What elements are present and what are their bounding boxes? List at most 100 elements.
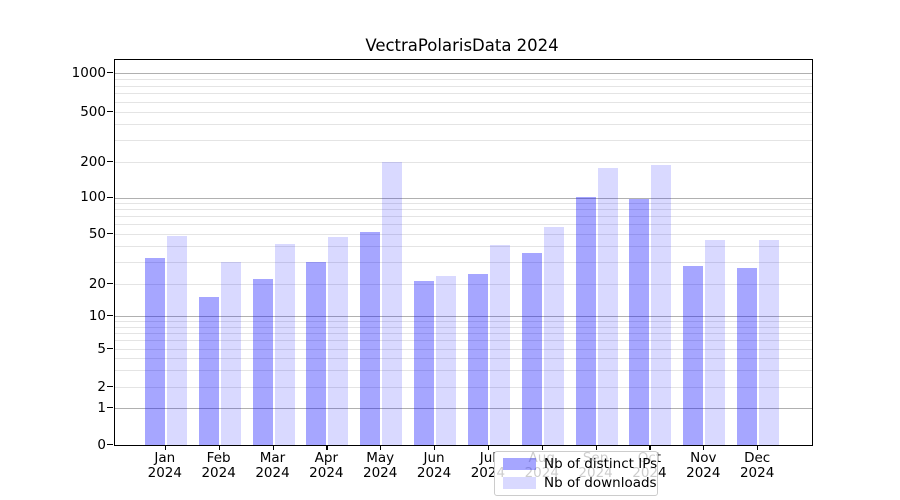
- x-label-month: Jan: [154, 450, 176, 466]
- bar-downloads-aug: [543, 227, 564, 445]
- x-label-year: 2024: [255, 465, 290, 481]
- x-label-month: Nov: [690, 450, 717, 466]
- y-gridline-minor: [115, 93, 812, 95]
- bar-downloads-oct: [651, 164, 672, 445]
- legend-label: Nb of downloads: [544, 475, 657, 491]
- y-tick-0: [107, 444, 113, 446]
- bar-downloads-mar: [274, 243, 295, 445]
- bar-ips-dec: [737, 267, 758, 445]
- x-tick-label-apr: Apr 2024: [309, 451, 343, 481]
- x-label-month: Mar: [259, 450, 286, 466]
- bar-ips-feb: [198, 297, 219, 445]
- y-gridline-minor: [115, 139, 812, 141]
- bar-ips-jul: [467, 274, 488, 445]
- x-tick-apr: [326, 445, 328, 450]
- y-tick-label-1: 1: [97, 399, 106, 416]
- x-label-year: 2024: [739, 465, 775, 481]
- bar-downloads-jul: [489, 244, 510, 445]
- y-tick-label-20: 20: [88, 275, 106, 292]
- legend-swatch-icon: [503, 458, 536, 470]
- x-tick-mar: [272, 445, 274, 450]
- legend-swatch-icon: [503, 477, 536, 489]
- y-tick-label-100: 100: [80, 189, 106, 205]
- x-tick-jul: [487, 445, 490, 450]
- bar-ips-may: [360, 231, 381, 445]
- y-gridline-minor: [115, 387, 812, 388]
- y-tick-500: [107, 111, 113, 113]
- x-tick-aug: [541, 445, 543, 450]
- bar-ips-mar: [252, 278, 273, 445]
- x-tick-dec: [757, 445, 759, 450]
- y-gridline-minor: [115, 78, 812, 80]
- y-gridline-minor: [115, 209, 812, 211]
- y-gridline-major: [115, 73, 812, 74]
- y-tick-label-1000: 1000: [71, 64, 106, 81]
- y-tick-50: [107, 233, 113, 235]
- x-tick-nov: [703, 445, 705, 450]
- y-gridline-minor: [115, 332, 812, 334]
- x-tick-oct: [649, 445, 651, 450]
- x-label-year: 2024: [363, 465, 398, 481]
- x-label-year: 2024: [416, 465, 452, 481]
- y-gridline-minor: [115, 216, 812, 218]
- x-label-month: Dec: [744, 450, 771, 466]
- bar-downloads-sep: [597, 167, 618, 445]
- x-tick-label-feb: Feb 2024: [201, 451, 235, 481]
- y-gridline-minor: [115, 85, 812, 87]
- x-label-year: 2024: [686, 465, 721, 481]
- x-tick-label-mar: Mar 2024: [255, 451, 289, 481]
- y-tick-10: [107, 315, 113, 317]
- y-gridline-minor: [115, 349, 812, 350]
- x-label-month: May: [366, 450, 395, 466]
- y-tick-20: [107, 283, 113, 285]
- y-tick-label-500: 500: [80, 103, 106, 120]
- y-tick-label-0: 0: [97, 436, 106, 453]
- bar-downloads-dec: [759, 239, 780, 445]
- y-gridline-minor: [115, 370, 812, 372]
- y-gridline-minor: [115, 224, 812, 226]
- y-tick-5: [107, 348, 113, 350]
- y-gridline-minor: [115, 321, 812, 323]
- y-gridline-minor: [115, 234, 812, 235]
- legend-label: Nb of distinct IPs: [544, 456, 658, 472]
- y-gridline-minor: [115, 124, 812, 126]
- y-gridline-minor: [115, 326, 812, 328]
- x-label-month: Feb: [206, 450, 231, 466]
- legend: Nb of distinct IPs Nb of downloads: [494, 451, 658, 496]
- x-label-month: Jul: [479, 450, 497, 466]
- x-tick-label-jun: Jun 2024: [417, 451, 451, 481]
- y-gridline-minor: [115, 340, 812, 342]
- y-tick-label-5: 5: [97, 340, 106, 357]
- bar-downloads-jun: [436, 276, 457, 445]
- y-gridline-major: [115, 408, 812, 409]
- y-gridline-minor: [115, 261, 812, 263]
- y-tick-200: [107, 161, 113, 163]
- x-label-year: 2024: [147, 465, 182, 481]
- y-tick-1: [107, 407, 113, 409]
- y-gridline-minor: [115, 358, 812, 360]
- y-gridline-minor: [115, 112, 812, 113]
- x-label-month: Apr: [314, 450, 339, 466]
- legend-item: Nb of distinct IPs: [503, 456, 657, 472]
- bar-ips-jan: [144, 258, 165, 445]
- y-tick-label-50: 50: [88, 225, 106, 242]
- bar-ips-oct: [629, 199, 650, 445]
- y-gridline-minor: [115, 101, 812, 103]
- y-tick-100: [107, 196, 113, 198]
- y-tick-2: [107, 386, 113, 388]
- bar-ips-jun: [414, 281, 435, 445]
- y-gridline-major: [115, 316, 812, 317]
- x-tick-label-may: May 2024: [363, 451, 397, 481]
- bar-ips-aug: [521, 253, 542, 445]
- bar-downloads-jan: [166, 236, 187, 445]
- bar-downloads-nov: [705, 239, 726, 445]
- x-label-year: 2024: [201, 465, 236, 481]
- bar-ips-sep: [575, 196, 596, 445]
- chart-title: VectraPolarisData 2024: [365, 36, 559, 55]
- x-tick-jan: [164, 445, 166, 450]
- x-tick-label-jan: Jan 2024: [148, 451, 182, 481]
- x-tick-feb: [218, 445, 220, 450]
- y-tick-label-200: 200: [80, 153, 106, 170]
- x-tick-may: [380, 445, 382, 450]
